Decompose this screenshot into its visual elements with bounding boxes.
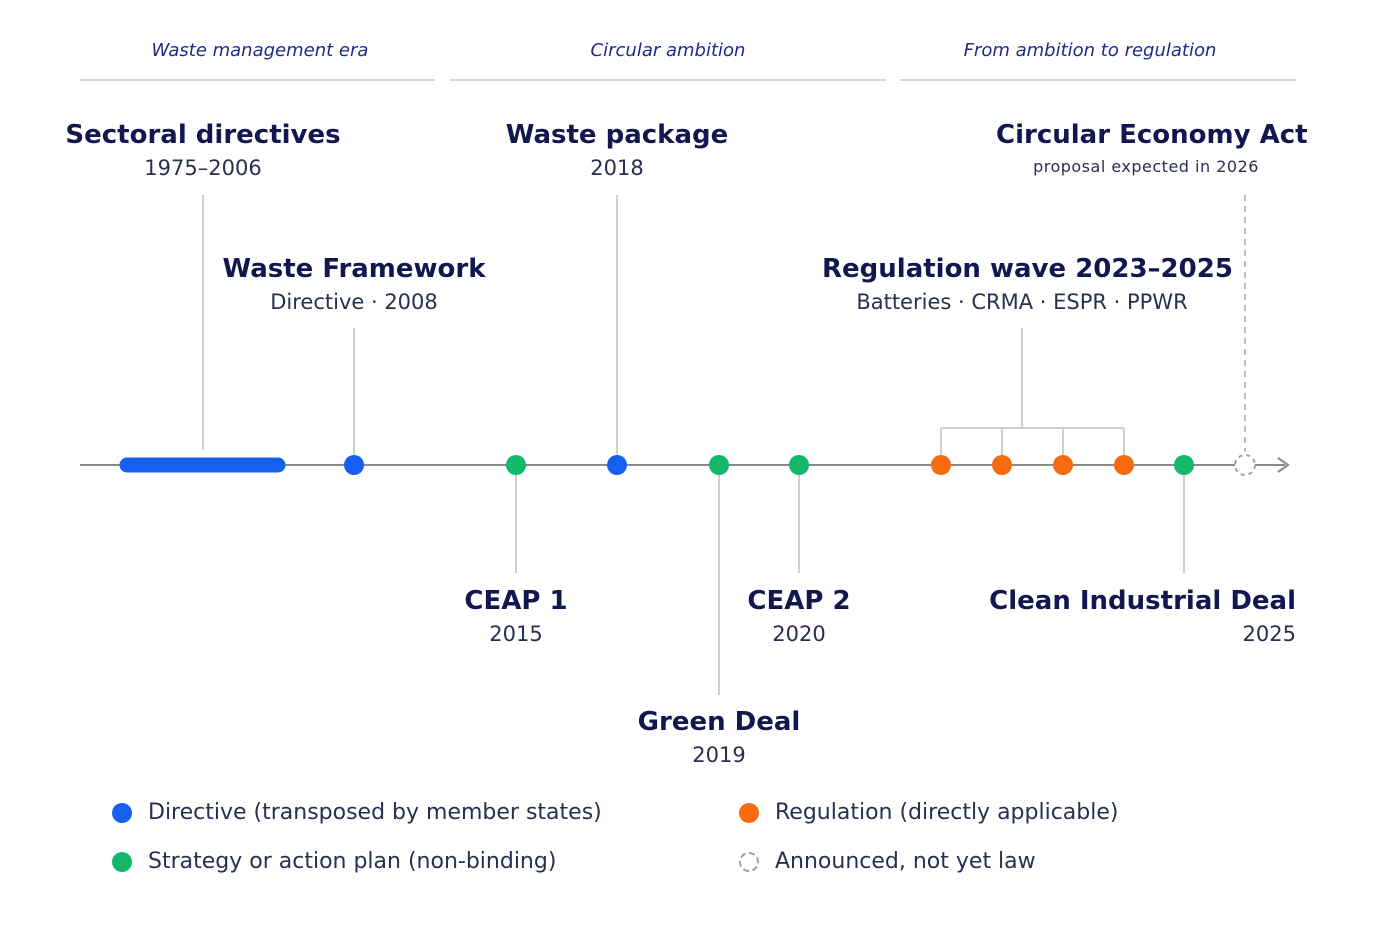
event-title-waste-package: Waste package	[505, 120, 729, 150]
legend-strategy-label: Strategy or action plan (non-binding)	[148, 849, 557, 874]
event-sub-cea: proposal expected in 2026	[1033, 157, 1259, 176]
marker-ceap1	[506, 455, 526, 475]
event-sub-wfd: Directive · 2008	[270, 290, 438, 314]
event-title-cea: Circular Economy Act	[996, 120, 1308, 150]
marker-wfd	[344, 455, 364, 475]
marker-regulation-1	[931, 455, 951, 475]
marker-cea	[1234, 454, 1256, 476]
legend-directive-label: Directive (transposed by member states)	[148, 800, 602, 825]
event-sub-green-deal: 2019	[692, 743, 746, 767]
event-title-cid: Clean Industrial Deal	[989, 586, 1296, 616]
legend-announced-label: Announced, not yet law	[775, 849, 1036, 874]
era-label-circular-ambition: Circular ambition	[590, 40, 746, 61]
event-title-ceap1: CEAP 1	[464, 586, 568, 616]
event-title-wfd: Waste Framework	[222, 254, 486, 284]
legend-directive-dot	[112, 802, 132, 823]
marker-regulation-4	[1114, 455, 1134, 475]
event-sub-sectoral: 1975–2006	[144, 156, 262, 180]
marker-regulation-3	[1053, 455, 1073, 475]
era-label-ambition-to-regulation: From ambition to regulation	[963, 40, 1217, 61]
legend-regulation-dot	[739, 802, 759, 823]
marker-cid	[1174, 455, 1194, 475]
legend-announced: Announced, not yet law	[739, 849, 1036, 874]
era-label-waste-management: Waste management era	[151, 40, 369, 61]
event-sub-ceap1: 2015	[489, 622, 543, 646]
marker-regulation-2	[992, 455, 1012, 475]
event-sub-waste-package: 2018	[590, 156, 644, 180]
legend-regulation-label: Regulation (directly applicable)	[775, 800, 1119, 825]
marker-waste-package	[607, 455, 627, 475]
marker-ceap2	[789, 455, 809, 475]
event-title-ceap2: CEAP 2	[747, 586, 851, 616]
event-title-sectoral: Sectoral directives	[65, 120, 341, 150]
legend-strategy: Strategy or action plan (non-binding)	[112, 849, 556, 874]
marker-green-deal	[709, 455, 729, 475]
event-sub-regulation-wave: Batteries · CRMA · ESPR · PPWR	[856, 290, 1188, 314]
axis-arrowhead	[1277, 457, 1290, 473]
event-sub-ceap2: 2020	[772, 622, 826, 646]
legend-regulation: Regulation (directly applicable)	[739, 800, 1118, 825]
legend-directive: Directive (transposed by member states)	[112, 800, 602, 825]
event-title-regulation-wave: Regulation wave 2023–2025	[822, 254, 1233, 284]
event-title-green-deal: Green Deal	[637, 707, 801, 737]
legend-strategy-dot	[112, 851, 132, 872]
event-sub-cid: 2025	[1242, 622, 1296, 646]
legend-announced-dot	[739, 851, 759, 872]
